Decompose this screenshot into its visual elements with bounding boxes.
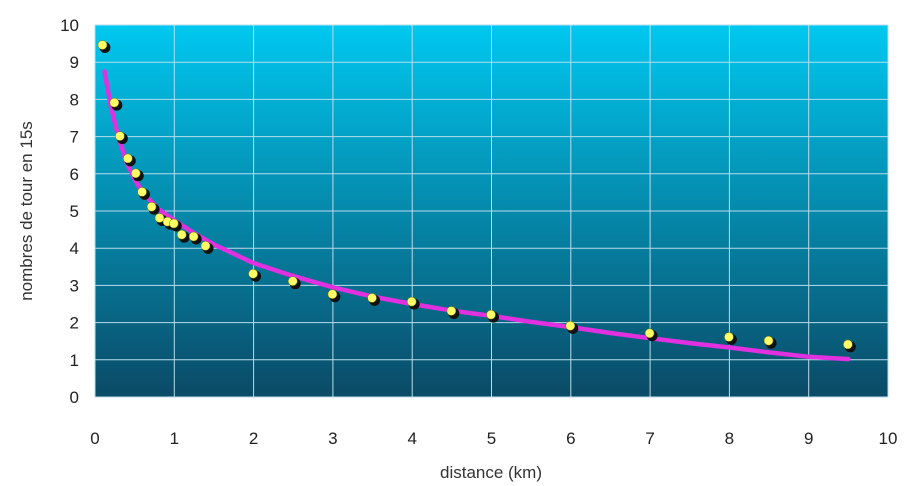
x-tick-label: 2 bbox=[249, 429, 258, 448]
data-point bbox=[406, 296, 420, 310]
data-point bbox=[137, 187, 151, 200]
data-point-marker bbox=[169, 218, 179, 229]
x-axis-ticks: 0 1 2 3 4 5 6 7 8 9 10 bbox=[90, 429, 897, 448]
data-point bbox=[486, 309, 499, 323]
y-tick-label: 9 bbox=[70, 53, 79, 72]
x-tick-label: 8 bbox=[725, 429, 734, 448]
y-tick-label: 6 bbox=[70, 165, 79, 184]
data-point-marker bbox=[763, 335, 774, 346]
y-tick-label: 7 bbox=[70, 128, 79, 147]
data-point-marker bbox=[154, 213, 165, 223]
y-axis-ticks: 0 1 2 3 4 5 6 7 8 9 10 bbox=[60, 16, 79, 407]
data-point bbox=[327, 289, 341, 303]
data-point-marker bbox=[188, 231, 199, 242]
x-tick-label: 6 bbox=[566, 429, 575, 448]
y-axis-label: nombres de tour en 15s bbox=[17, 121, 36, 301]
data-point-marker bbox=[406, 296, 417, 307]
data-point bbox=[843, 339, 856, 353]
data-point bbox=[176, 229, 190, 243]
data-point bbox=[123, 153, 136, 167]
data-point-marker bbox=[644, 328, 655, 339]
data-point-marker bbox=[724, 332, 734, 342]
data-point-marker bbox=[843, 339, 853, 350]
data-point bbox=[248, 268, 262, 282]
data-point-marker bbox=[130, 168, 141, 179]
data-point-marker bbox=[137, 187, 147, 197]
x-tick-label: 0 bbox=[90, 429, 99, 448]
y-tick-label: 5 bbox=[70, 202, 79, 221]
data-point-marker bbox=[486, 309, 496, 320]
data-point-marker bbox=[109, 97, 120, 108]
data-point bbox=[763, 335, 777, 349]
x-tick-label: 9 bbox=[804, 429, 813, 448]
data-point-marker bbox=[565, 321, 576, 331]
x-tick-label: 7 bbox=[645, 429, 654, 448]
data-point-marker bbox=[97, 40, 108, 50]
x-tick-label: 3 bbox=[328, 429, 337, 448]
y-tick-label: 0 bbox=[70, 388, 79, 407]
data-point bbox=[115, 131, 128, 145]
points-layer bbox=[97, 40, 856, 353]
trend-line bbox=[102, 69, 851, 362]
data-point bbox=[200, 241, 214, 254]
trend-layer bbox=[102, 69, 851, 362]
data-point bbox=[367, 293, 381, 306]
x-axis-label: distance (km) bbox=[440, 463, 542, 482]
data-point bbox=[188, 231, 202, 245]
data-point-marker bbox=[248, 268, 258, 279]
data-point-marker bbox=[327, 289, 338, 299]
x-tick-label: 4 bbox=[407, 429, 416, 448]
y-tick-label: 8 bbox=[70, 90, 79, 109]
y-tick-label: 2 bbox=[70, 314, 79, 333]
data-point bbox=[130, 168, 144, 182]
data-point-marker bbox=[200, 241, 211, 251]
y-tick-label: 1 bbox=[70, 351, 79, 370]
data-point-marker bbox=[288, 276, 298, 286]
data-point bbox=[109, 97, 123, 111]
data-point-marker bbox=[146, 202, 157, 212]
data-point-marker bbox=[367, 293, 377, 303]
y-tick-label: 10 bbox=[60, 16, 79, 35]
grid bbox=[94, 24, 889, 398]
y-tick-label: 4 bbox=[70, 239, 79, 258]
data-point-marker bbox=[176, 229, 187, 240]
data-point bbox=[169, 218, 182, 232]
data-point bbox=[446, 306, 460, 319]
data-point bbox=[146, 202, 160, 215]
data-point-marker bbox=[123, 153, 133, 164]
data-point-marker bbox=[446, 306, 457, 316]
data-point bbox=[97, 40, 111, 53]
data-point bbox=[724, 332, 737, 345]
data-point-marker bbox=[115, 131, 125, 141]
data-point bbox=[565, 321, 579, 334]
x-tick-label: 1 bbox=[170, 429, 179, 448]
data-point bbox=[644, 328, 658, 342]
x-tick-label: 10 bbox=[879, 429, 898, 448]
data-point bbox=[288, 276, 301, 290]
y-tick-label: 3 bbox=[70, 276, 79, 295]
x-tick-label: 5 bbox=[487, 429, 496, 448]
